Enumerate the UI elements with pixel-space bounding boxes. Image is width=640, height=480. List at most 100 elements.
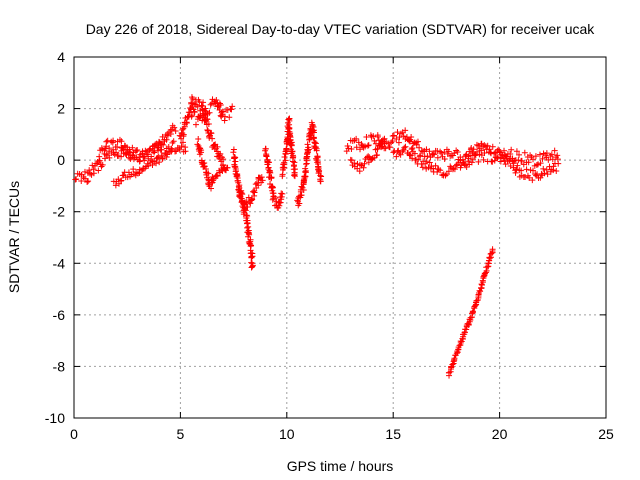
data-point — [191, 109, 198, 116]
data-point — [313, 147, 320, 154]
data-point — [442, 172, 449, 179]
data-point — [469, 149, 476, 156]
data-point — [371, 137, 378, 144]
data-point — [198, 149, 205, 156]
data-point — [478, 140, 485, 147]
data-point — [262, 145, 269, 152]
data-point — [238, 195, 245, 202]
data-point — [209, 135, 216, 142]
y-tick-label: 0 — [57, 152, 65, 168]
data-point — [526, 174, 533, 181]
data-point — [118, 177, 125, 184]
data-point — [513, 148, 520, 155]
data-point — [548, 151, 555, 158]
data-point — [251, 189, 258, 196]
data-point — [409, 144, 416, 151]
data-point — [434, 147, 441, 154]
data-point — [163, 136, 170, 143]
data-point — [382, 145, 389, 152]
data-point — [451, 166, 458, 173]
data-point — [216, 100, 223, 107]
data-point — [267, 169, 274, 176]
data-point — [434, 169, 441, 176]
data-point — [204, 116, 211, 123]
data-point — [426, 159, 433, 166]
data-point — [535, 161, 542, 168]
data-point — [200, 99, 207, 106]
y-axis-label: SDTVAR / TECUs — [6, 181, 22, 293]
data-point — [532, 153, 539, 160]
data-point — [249, 262, 256, 269]
data-point — [539, 155, 546, 162]
data-point — [434, 154, 441, 161]
data-points — [72, 94, 562, 379]
data-point — [236, 184, 243, 191]
data-point — [390, 149, 397, 156]
data-point — [279, 190, 286, 197]
data-point — [438, 150, 445, 157]
data-point — [432, 162, 439, 169]
data-point — [469, 156, 476, 163]
data-point — [353, 144, 360, 151]
data-point — [506, 156, 513, 163]
data-point — [453, 162, 460, 169]
data-point — [226, 114, 233, 121]
data-point — [196, 98, 203, 105]
y-tick-label: -10 — [45, 410, 65, 426]
data-point — [129, 144, 136, 151]
data-point — [515, 157, 522, 164]
data-point — [426, 148, 433, 155]
data-point — [351, 160, 358, 167]
data-point — [538, 170, 545, 177]
x-tick-label: 15 — [385, 426, 401, 442]
data-point — [512, 169, 519, 176]
data-point — [437, 167, 444, 174]
data-point — [503, 153, 510, 160]
data-point — [399, 148, 406, 155]
data-point — [210, 142, 217, 149]
data-point — [118, 138, 125, 145]
data-point — [201, 163, 208, 170]
data-point — [492, 149, 499, 156]
data-point — [406, 151, 413, 158]
y-tick-label: -4 — [53, 255, 66, 271]
data-point — [269, 190, 276, 197]
data-point — [518, 157, 525, 164]
data-point — [365, 142, 372, 149]
data-point — [281, 153, 288, 160]
data-point — [136, 154, 143, 161]
data-point — [304, 141, 311, 148]
y-tick-label: -6 — [53, 307, 66, 323]
data-point — [457, 164, 464, 171]
data-point — [269, 183, 276, 190]
data-point — [277, 199, 284, 206]
data-point — [221, 113, 228, 120]
data-point — [169, 146, 176, 153]
data-point — [363, 134, 370, 141]
data-point — [374, 152, 381, 159]
data-point — [182, 148, 189, 155]
data-point — [192, 121, 199, 128]
data-point — [393, 136, 400, 143]
data-point — [357, 146, 364, 153]
data-point — [389, 138, 396, 145]
data-point — [171, 124, 178, 131]
data-point — [471, 304, 478, 311]
data-point — [416, 144, 423, 151]
data-point — [423, 158, 430, 165]
data-point — [167, 130, 174, 137]
data-point — [243, 212, 250, 219]
data-point — [217, 150, 224, 157]
data-point — [430, 150, 437, 157]
data-point — [461, 161, 468, 168]
data-point — [431, 151, 438, 158]
data-point — [447, 163, 454, 170]
data-point — [233, 172, 240, 179]
data-point — [402, 127, 409, 134]
data-point — [541, 170, 548, 177]
data-point — [268, 183, 275, 190]
data-point — [145, 151, 152, 158]
data-point — [472, 152, 479, 159]
data-point — [153, 160, 160, 167]
data-point — [230, 146, 237, 153]
